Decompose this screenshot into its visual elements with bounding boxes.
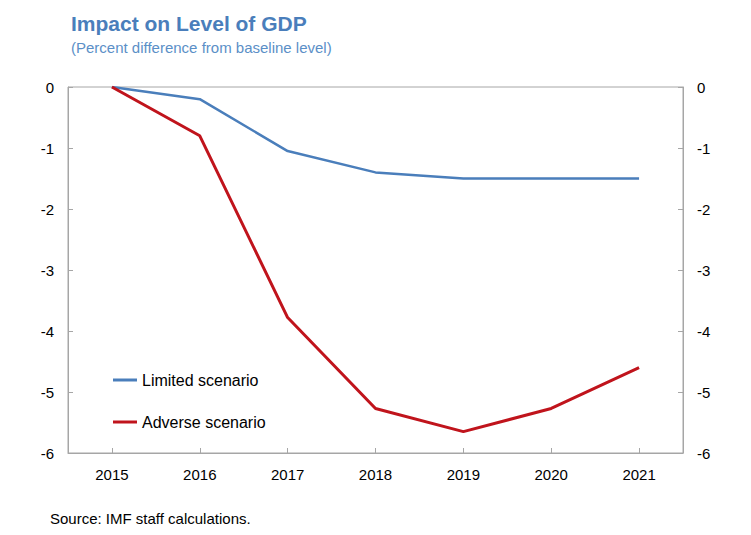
svg-text:Source: IMF staff calculations: Source: IMF staff calculations. [50,510,251,527]
svg-text:2019: 2019 [447,466,480,483]
svg-text:-5: -5 [41,384,54,401]
svg-text:-6: -6 [41,445,54,462]
svg-text:-6: -6 [697,445,710,462]
svg-text:2015: 2015 [95,466,128,483]
svg-text:2016: 2016 [183,466,216,483]
svg-text:-1: -1 [697,140,710,157]
svg-text:2020: 2020 [535,466,568,483]
svg-text:-4: -4 [41,323,54,340]
svg-text:0: 0 [46,79,54,96]
svg-text:2018: 2018 [359,466,392,483]
svg-text:-2: -2 [41,201,54,218]
svg-text:-4: -4 [697,323,710,340]
svg-text:(Percent difference from basel: (Percent difference from baseline level) [71,39,332,56]
svg-text:Impact on Level of GDP: Impact on Level of GDP [71,12,307,35]
svg-text:Limited scenario: Limited scenario [142,372,259,389]
svg-text:-5: -5 [697,384,710,401]
svg-text:0: 0 [697,79,705,96]
svg-text:-2: -2 [697,201,710,218]
svg-text:Adverse scenario: Adverse scenario [142,414,266,431]
svg-text:2021: 2021 [622,466,655,483]
svg-text:-3: -3 [697,262,710,279]
svg-text:-3: -3 [41,262,54,279]
svg-text:2017: 2017 [271,466,304,483]
svg-text:-1: -1 [41,140,54,157]
